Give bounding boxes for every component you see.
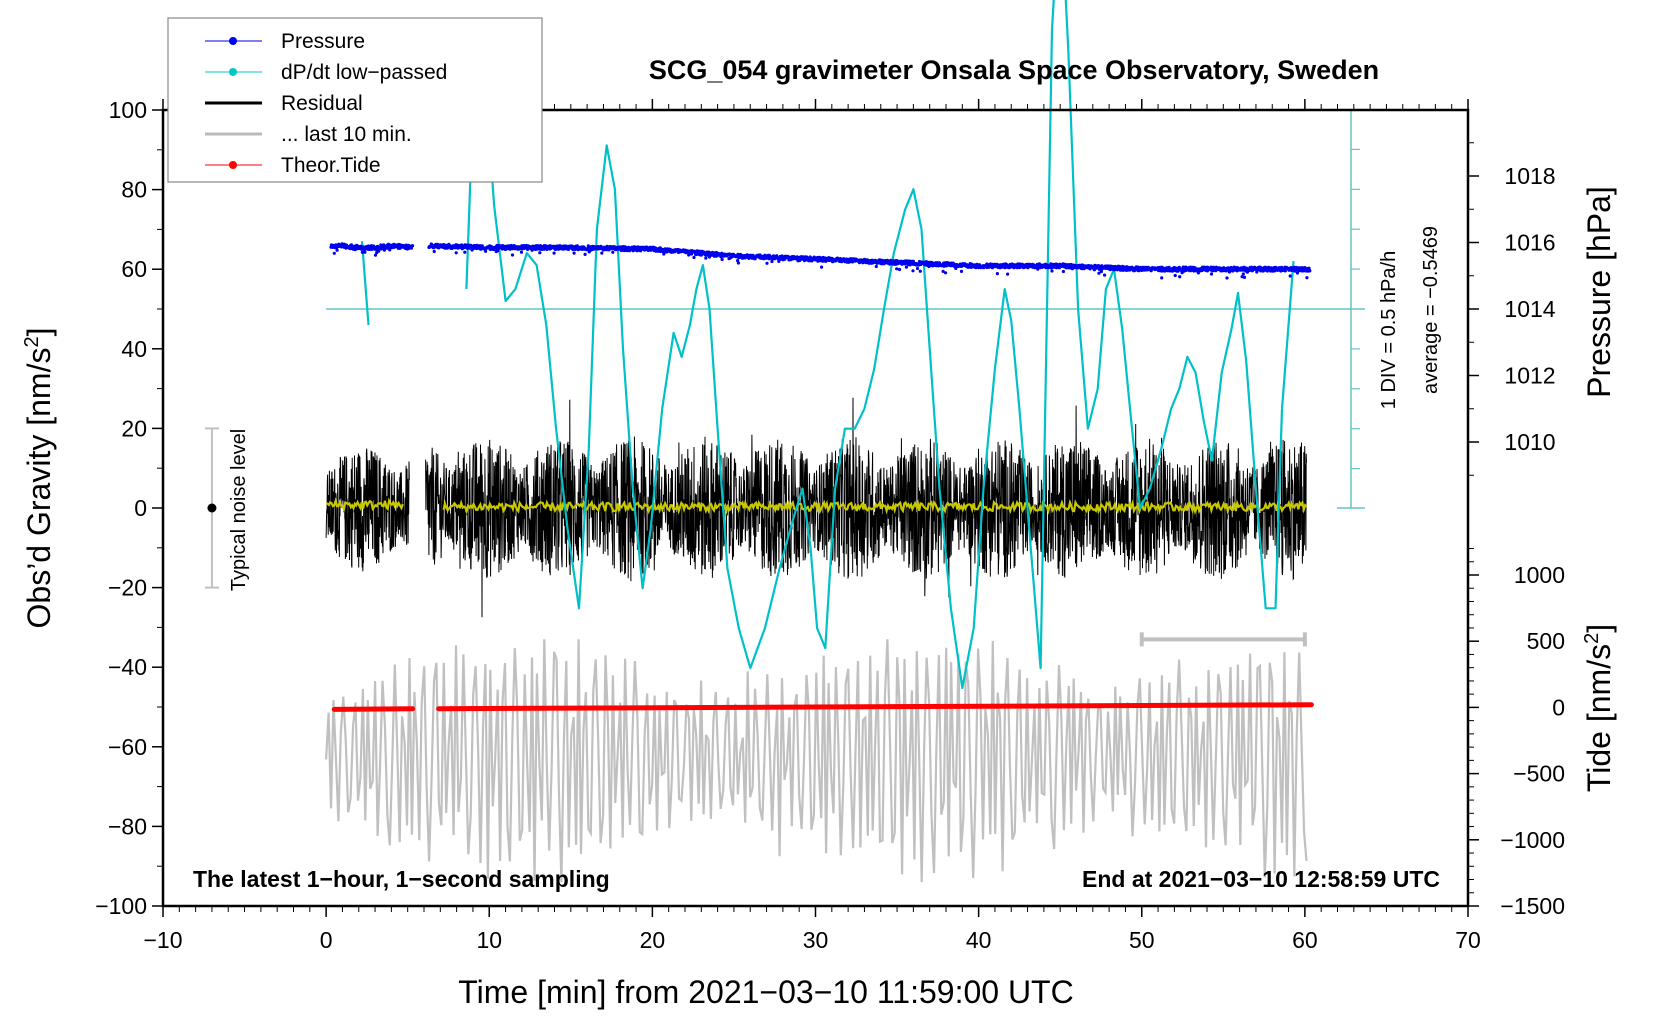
y-tick-label: 60 [121, 256, 147, 282]
dpdt-scale-axis [326, 110, 1365, 509]
noise-level-label: Typical noise level [228, 429, 250, 591]
x-tick-label: 20 [640, 927, 666, 953]
y-tick-label: −20 [108, 575, 147, 601]
legend-label: Residual [281, 92, 363, 115]
y-tick-label: 40 [121, 336, 147, 362]
pressure-dots-segment [427, 242, 1312, 280]
pressure-tick-label: 1014 [1504, 296, 1555, 322]
tide-tick-label: −1500 [1500, 893, 1565, 919]
y-tick-label: 20 [121, 415, 147, 441]
dpdt-line-segment [360, 241, 370, 326]
pressure-series [329, 242, 1312, 280]
tide-tick-label: −500 [1513, 761, 1565, 787]
sampling-note: The latest 1−hour, 1−second sampling [193, 866, 610, 892]
dpdt-line-segment [465, 0, 1284, 690]
y-tick-label: 100 [109, 97, 147, 123]
x-tick-label: 0 [320, 927, 333, 953]
pressure-axis-title: Pressure [hPa] [1581, 186, 1617, 398]
legend-box [167, 17, 543, 183]
y-axis-title-sup: 2 [21, 336, 43, 347]
pressure-dots-segment [329, 242, 415, 257]
chart-title: SCG_054 gravimeter Onsala Space Observat… [649, 55, 1379, 85]
x-tick-label: 60 [1292, 927, 1318, 953]
y-tick-label: −100 [95, 893, 147, 919]
tide-series [331, 702, 1314, 712]
residual-smoothed-line [442, 498, 1308, 516]
tide-line-segment [331, 706, 416, 712]
pressure-tick-label: 1012 [1504, 363, 1555, 389]
legend-label: dP/dt low−passed [281, 61, 447, 84]
x-tick-label: −10 [143, 927, 182, 953]
legend-marker [229, 37, 237, 45]
last10-line [325, 639, 1308, 883]
y-axis-title-main: Obs’d Gravity [nm/s [21, 348, 57, 629]
pressure-tick-label: 1018 [1504, 163, 1555, 189]
x-tick-label: 50 [1129, 927, 1155, 953]
legend-marker [229, 68, 237, 76]
y-tick-label: 80 [121, 177, 147, 203]
x-tick-label: 30 [803, 927, 829, 953]
end-time-note: End at 2021−03−10 12:58:59 UTC [1082, 866, 1440, 892]
noise-bar-center-dot [207, 503, 217, 513]
legend-label: Theor.Tide [281, 154, 381, 177]
x-tick-label: 10 [476, 927, 502, 953]
dpdt-scale-label: 1 DIV = 0.5 hPa/h [1378, 251, 1400, 409]
residual-smoothed-line [325, 496, 404, 513]
legend-label: ... last 10 min. [281, 123, 412, 146]
x-tick-label: 40 [966, 927, 992, 953]
tide-tick-label: 0 [1552, 694, 1565, 720]
y-tick-label: −80 [108, 813, 147, 839]
y-axis-title-end: ] [21, 328, 57, 337]
tide-axis-title: Tide [nm/s2] [1581, 624, 1617, 792]
x-tick-label: 70 [1455, 927, 1481, 953]
pressure-tick-label: 1010 [1504, 429, 1555, 455]
tide-axis-title-sup: 2 [1581, 633, 1603, 644]
legend-label: Pressure [281, 30, 365, 53]
legend-marker [229, 161, 237, 169]
y-tick-label: −40 [108, 654, 147, 680]
tide-tick-label: 1000 [1514, 562, 1565, 588]
tide-axis-title-main: Tide [nm/s [1581, 644, 1617, 792]
residual-line-segment [325, 448, 410, 572]
pressure-tick-label: 1016 [1504, 230, 1555, 256]
y-tick-label: −60 [108, 734, 147, 760]
y-axis-title: Obs’d Gravity [nm/s2] [21, 328, 57, 629]
y-tick-label: 0 [134, 495, 147, 521]
x-axis-title: Time [min] from 2021−03−10 11:59:00 UTC [458, 974, 1073, 1010]
tide-axis-title-end: ] [1581, 624, 1617, 633]
dpdt-line-segment [1280, 261, 1295, 409]
tide-tick-label: 500 [1527, 628, 1565, 654]
tide-tick-label: −1000 [1500, 827, 1565, 853]
annotations [204, 427, 1307, 647]
axis-ticks: −10 0 10 20 30 40 50 60 70100806040200−20−40−60−… [95, 97, 1565, 953]
dpdt-series [360, 0, 1295, 690]
dpdt-average-label: average = −0.5469 [1420, 226, 1442, 394]
tide-line-segment [436, 702, 1314, 712]
residual-smoothed-series [325, 496, 1308, 516]
last10-series [325, 639, 1308, 883]
legend: Pressure dP/dt low−passed Residual ... last… [167, 17, 543, 183]
